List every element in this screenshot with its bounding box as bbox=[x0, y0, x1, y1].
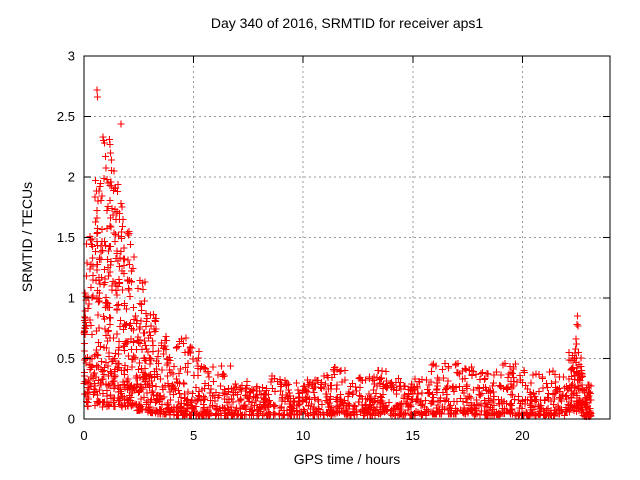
x-tick-label: 10 bbox=[296, 428, 310, 443]
x-tick-label: 20 bbox=[515, 428, 529, 443]
plot-border bbox=[83, 55, 611, 420]
x-axis-label: GPS time / hours bbox=[293, 451, 401, 467]
y-tick-label: 3 bbox=[68, 49, 75, 64]
y-tick-label: 2 bbox=[68, 170, 75, 185]
y-tick-label: 1 bbox=[68, 291, 75, 306]
chart-title: Day 340 of 2016, SRMTID for receiver aps… bbox=[210, 15, 484, 31]
y-tick-label: 0.5 bbox=[57, 351, 75, 366]
x-tick-label: 5 bbox=[190, 428, 197, 443]
x-tick-label: 0 bbox=[80, 428, 87, 443]
grid-lines bbox=[84, 56, 610, 419]
x-tick-label: 15 bbox=[406, 428, 420, 443]
scatter-points bbox=[80, 86, 595, 420]
y-tick-label: 1.5 bbox=[57, 230, 75, 245]
y-tick-label: 0 bbox=[68, 412, 75, 427]
y-tick-label: 2.5 bbox=[57, 109, 75, 124]
axis-ticks bbox=[83, 55, 610, 420]
